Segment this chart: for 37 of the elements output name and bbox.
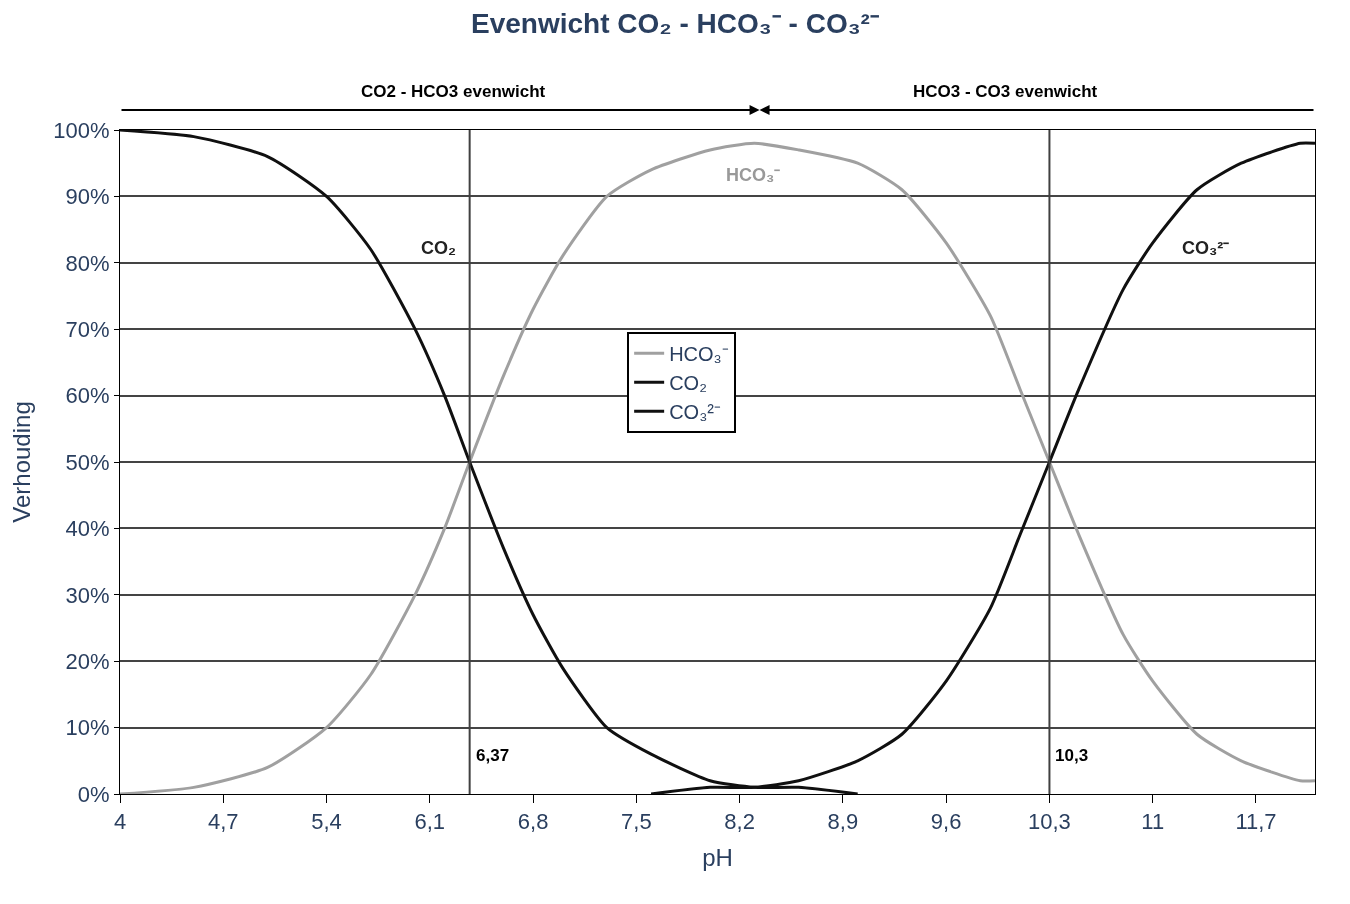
x-tick-label: 10,3 — [1028, 809, 1071, 835]
x-tick-label: 4 — [113, 809, 127, 835]
y-tick-label: 90% — [65, 184, 110, 210]
legend-label: HCO₃⁻ — [669, 343, 729, 366]
y-tick-label: 70% — [65, 316, 110, 342]
x-tick-label: 5,4 — [311, 809, 342, 835]
annotation: HCO₃⁻ — [726, 165, 781, 185]
x-tick-label: 9,6 — [930, 809, 962, 835]
y-axis-title: Verhouding — [8, 401, 36, 523]
y-tick-label: 20% — [65, 648, 110, 674]
x-tick-label: 6,1 — [414, 809, 446, 835]
text: CO2 - HCO3 evenwicht — [361, 82, 546, 101]
y-tick-label: 10% — [65, 715, 110, 741]
x-tick-label: 7,5 — [621, 809, 652, 835]
x-tick-label: 8,9 — [827, 809, 859, 835]
y-tick-label: 0% — [77, 781, 110, 807]
x-tick-label: 4,7 — [207, 809, 239, 835]
legend-label: CO₃²⁻ — [669, 401, 721, 424]
ref-line-label: 10,3 — [1055, 746, 1089, 765]
chart-title: Evenwicht CO₂ - HCO₃⁻ - CO₃²⁻ — [471, 8, 879, 40]
x-axis-title: pH — [702, 843, 733, 871]
y-tick-label: 40% — [65, 516, 110, 542]
legend-label: CO₂ — [669, 372, 707, 395]
y-tick-label: 100% — [53, 117, 110, 143]
x-tick-label: 8,2 — [724, 809, 755, 835]
y-tick-label: 80% — [65, 250, 110, 276]
annotation: CO₃²⁻ — [1182, 238, 1230, 258]
x-tick-label: 11,7 — [1235, 809, 1277, 835]
x-tick-label: 11 — [1141, 809, 1165, 835]
ref-line-label: 6,37 — [476, 746, 510, 765]
text: HCO3 - CO3 evenwicht — [913, 82, 1098, 101]
annotation: CO₂ — [421, 238, 456, 258]
y-tick-label: 50% — [65, 449, 110, 475]
x-tick-label: 6,8 — [517, 809, 549, 835]
y-tick-label: 60% — [65, 383, 110, 409]
y-tick-label: 30% — [65, 582, 110, 608]
line-series — [120, 141, 1315, 794]
